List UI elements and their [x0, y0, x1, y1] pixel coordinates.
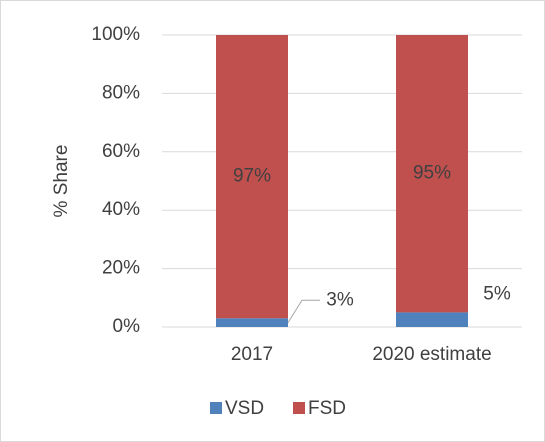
data-label: 5%: [483, 283, 511, 304]
y-tick-label: 100%: [91, 24, 140, 45]
y-axis-label: % Share: [51, 145, 72, 218]
y-tick-label: 60%: [102, 141, 140, 162]
x-tick-label: 2020 estimate: [372, 344, 491, 365]
bar-segment: [396, 312, 468, 327]
legend-swatch: [210, 402, 222, 414]
bar-segment: [216, 318, 288, 327]
data-label: 95%: [413, 163, 451, 184]
bar-segment: [396, 35, 468, 313]
bar-segment: [216, 35, 288, 319]
y-tick-label: 0%: [113, 316, 141, 337]
data-label: 3%: [326, 289, 354, 310]
y-tick-label: 40%: [102, 199, 140, 220]
legend-swatch: [293, 402, 305, 414]
y-tick-label: 20%: [102, 258, 140, 279]
data-label: 97%: [233, 166, 271, 187]
y-tick-label: 80%: [102, 82, 140, 103]
legend-label: VSD: [225, 398, 264, 419]
legend-label: FSD: [308, 398, 346, 419]
x-tick-label: 2017: [231, 344, 273, 365]
leader-line: [287, 299, 320, 323]
